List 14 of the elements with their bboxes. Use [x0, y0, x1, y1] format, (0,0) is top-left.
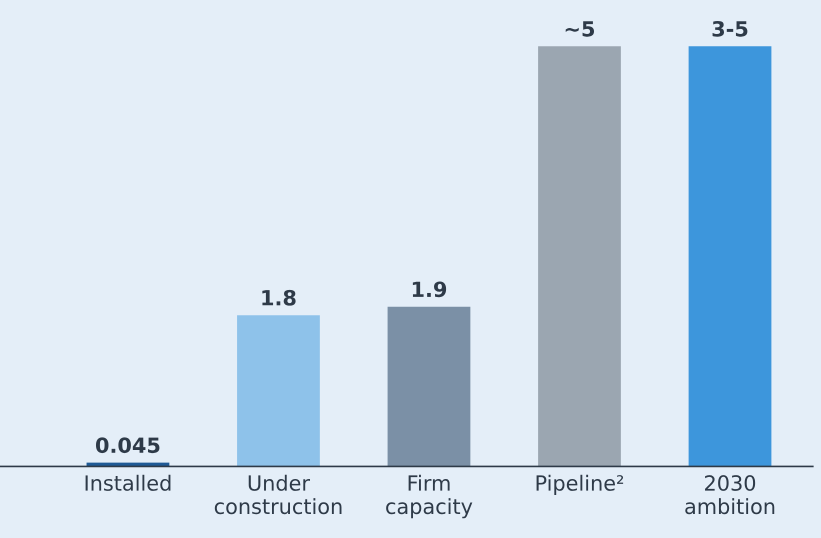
data-label: 1.9 [412, 281, 446, 298]
x-tick-label: 2030 ambition [685, 475, 774, 514]
data-label: 3-5 [712, 20, 748, 37]
bar [688, 46, 772, 466]
x-tick-label: Pipeline² [536, 474, 624, 495]
x-tick-label: Installed [86, 474, 170, 491]
data-label: 1.8 [262, 290, 296, 306]
bar [237, 315, 320, 466]
data-label: 0.045 [96, 437, 160, 454]
data-label: ~5 [566, 21, 594, 37]
bar [388, 306, 470, 466]
x-tick-label: Under construction [214, 474, 342, 514]
x-tick-label: Firm capacity [386, 474, 472, 518]
bar [538, 46, 621, 466]
